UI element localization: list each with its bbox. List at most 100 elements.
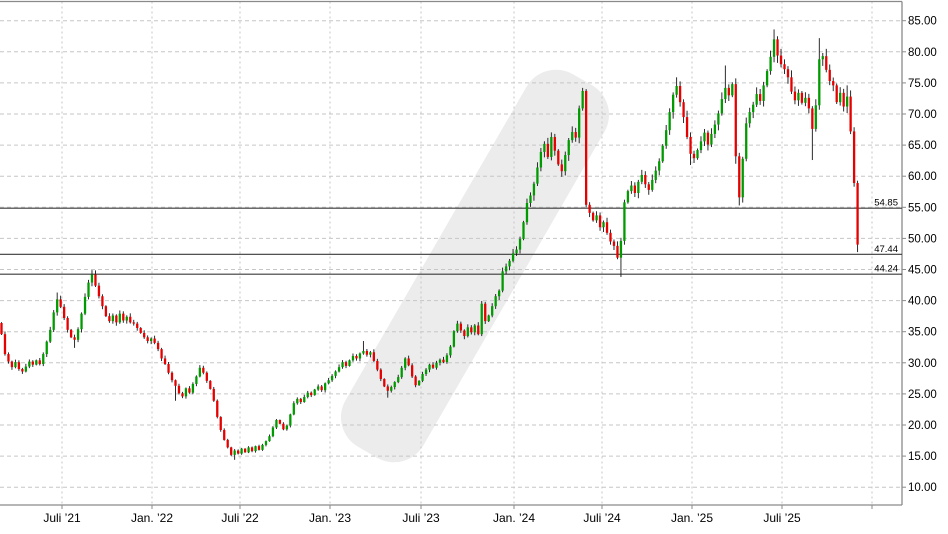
candle-up bbox=[487, 315, 490, 322]
candle-up bbox=[271, 427, 275, 437]
candle-down bbox=[786, 69, 790, 78]
candle-down bbox=[856, 183, 859, 245]
candle-up bbox=[567, 140, 570, 156]
candle-up bbox=[456, 323, 459, 332]
candle-up bbox=[539, 151, 543, 168]
candle-up bbox=[595, 215, 598, 221]
candle-up bbox=[797, 92, 800, 101]
candle-down bbox=[344, 362, 348, 366]
candle-up bbox=[818, 59, 821, 106]
y-axis-label: 75.00 bbox=[908, 78, 937, 90]
candle-up bbox=[358, 353, 362, 359]
candle-down bbox=[379, 369, 382, 379]
candle-down bbox=[156, 342, 160, 350]
candle-down bbox=[842, 92, 845, 107]
candle-up bbox=[87, 282, 90, 297]
candle-down bbox=[299, 398, 302, 402]
candle-down bbox=[188, 388, 191, 393]
candle-down bbox=[153, 338, 156, 343]
candle-up bbox=[452, 331, 456, 347]
candle-down bbox=[223, 429, 226, 440]
candle-down bbox=[282, 423, 285, 430]
candle-up bbox=[619, 240, 623, 258]
x-axis-label: Juli ’24 bbox=[583, 511, 621, 525]
candle-down bbox=[122, 313, 125, 321]
candle-down bbox=[383, 378, 386, 387]
candle-down bbox=[257, 446, 261, 450]
candle-up bbox=[14, 362, 17, 368]
candle-up bbox=[769, 56, 772, 72]
candle-up bbox=[80, 313, 83, 330]
candle-down bbox=[553, 137, 556, 151]
candle-down bbox=[783, 64, 786, 70]
level-lines bbox=[0, 207, 902, 275]
candle-down bbox=[807, 97, 811, 109]
candle-down bbox=[129, 316, 132, 323]
candle-up bbox=[640, 174, 643, 182]
candle-down bbox=[727, 87, 730, 96]
level-label: 54.85 bbox=[874, 198, 898, 209]
candle-down bbox=[779, 55, 783, 65]
candle-down bbox=[557, 150, 560, 165]
candle-up bbox=[417, 380, 421, 386]
candle-up bbox=[313, 389, 316, 396]
candle-down bbox=[574, 132, 577, 138]
candle-up bbox=[564, 155, 567, 172]
candle-up bbox=[438, 359, 442, 363]
candle-down bbox=[612, 241, 616, 246]
candle-down bbox=[17, 362, 21, 370]
candle-up bbox=[35, 360, 38, 365]
candle-up bbox=[83, 296, 87, 314]
candle-up bbox=[56, 299, 59, 313]
candle-down bbox=[828, 69, 831, 82]
candle-down bbox=[832, 81, 835, 86]
candle-down bbox=[94, 274, 97, 286]
candle-up bbox=[327, 380, 330, 384]
candle-down bbox=[243, 448, 247, 453]
candle-up bbox=[435, 362, 438, 368]
candle-down bbox=[609, 232, 612, 242]
candle-down bbox=[104, 306, 108, 317]
candle-down bbox=[101, 296, 104, 307]
candle-up bbox=[473, 325, 476, 333]
y-axis-label: 85.00 bbox=[908, 16, 937, 28]
candle-down bbox=[678, 86, 682, 103]
x-axis-label: Juli ’25 bbox=[763, 511, 801, 525]
candle-up bbox=[651, 179, 654, 190]
candle-up bbox=[814, 105, 817, 129]
candle-down bbox=[38, 360, 41, 365]
candle-down bbox=[738, 156, 741, 198]
level-label: 47.44 bbox=[874, 244, 898, 255]
candle-up bbox=[717, 113, 720, 125]
candle-up bbox=[731, 84, 734, 96]
candle-down bbox=[216, 400, 219, 417]
y-axis-label: 45.00 bbox=[908, 265, 937, 277]
candle-up bbox=[665, 130, 668, 146]
candle-down bbox=[236, 450, 240, 454]
candle-up bbox=[24, 366, 28, 372]
candle-up bbox=[511, 253, 515, 261]
candle-up bbox=[334, 371, 337, 376]
candle-up bbox=[125, 316, 128, 321]
candle-up bbox=[449, 346, 452, 356]
candle-up bbox=[337, 367, 341, 372]
candle-up bbox=[525, 202, 529, 223]
candle-up bbox=[323, 383, 327, 391]
candle-down bbox=[470, 327, 473, 333]
candle-up bbox=[720, 99, 724, 114]
candle-down bbox=[852, 131, 856, 184]
candle-up bbox=[42, 354, 45, 365]
candle-down bbox=[591, 212, 595, 221]
candle-down bbox=[226, 439, 229, 448]
candle-down bbox=[605, 222, 609, 233]
candle-up bbox=[191, 383, 195, 393]
candle-down bbox=[835, 85, 838, 103]
candle-down bbox=[7, 354, 10, 362]
candle-up bbox=[497, 290, 501, 297]
candle-up bbox=[748, 112, 751, 124]
candle-down bbox=[66, 318, 69, 330]
candle-down bbox=[633, 185, 637, 193]
candle-up bbox=[494, 296, 497, 307]
candle-up bbox=[741, 158, 744, 198]
